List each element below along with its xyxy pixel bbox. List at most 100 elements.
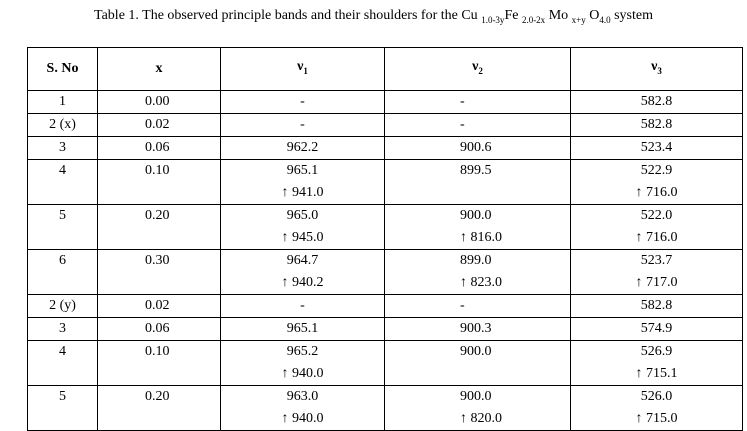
cell-line: ↑ 715.0	[635, 411, 678, 426]
cell-text: 0.02	[145, 117, 170, 132]
cell-text: -	[300, 94, 305, 109]
cell-line: ↑ 940.2	[281, 275, 324, 290]
table-cell: 0.06	[97, 136, 221, 160]
table-cell: 574.9	[570, 317, 743, 341]
table-row: 5 0.20 963.0 ↑ 940.0 900.0 ↑ 820.0 526.0 ↑ 715.…	[27, 385, 743, 431]
table-cell: 4	[27, 340, 98, 386]
table-cell: 962.2	[220, 136, 385, 160]
header-cell: ν3	[570, 47, 743, 91]
table-cell: 1	[27, 90, 98, 114]
cell-line: 522.9	[640, 163, 673, 178]
table-row: 3 0.06 962.2 900.6 523.4	[27, 136, 743, 160]
table-cell: 0.20	[97, 385, 221, 431]
table-cell: 900.0 ↑ 816.0	[384, 204, 571, 250]
cell-line: 899.0	[460, 253, 492, 268]
table-cell: -	[384, 294, 571, 318]
header-text: S. No	[46, 61, 79, 76]
table-cell: 0.02	[97, 294, 221, 318]
table-cell: 582.8	[570, 294, 743, 318]
cell-text: 2 (x)	[49, 117, 76, 132]
header-cell: ν2	[384, 47, 571, 91]
table-cell: 0.02	[97, 113, 221, 137]
cell-text: 4	[59, 163, 66, 178]
caption-part: Fe	[504, 8, 522, 23]
cell-text: -	[300, 298, 305, 313]
table-cell: 523.4	[570, 136, 743, 160]
caption-part: 1.0-3y	[481, 14, 505, 25]
cell-text: 4	[59, 344, 66, 359]
cell-text: 2 (y)	[49, 298, 76, 313]
table-cell: -	[384, 113, 571, 137]
table-cell: 2 (x)	[27, 113, 98, 137]
cell-text: -	[460, 298, 465, 313]
cell-line: ↑ 940.0	[281, 411, 324, 426]
cell-text: 0.30	[145, 253, 170, 268]
cell-line: ↑ 945.0	[281, 230, 324, 245]
cell-text: 0.20	[145, 208, 170, 223]
table-cell: 522.9 ↑ 716.0	[570, 159, 743, 205]
table-cell: 5	[27, 204, 98, 250]
cell-text: 0.20	[145, 389, 170, 404]
cell-line: ↑ 940.0	[281, 366, 324, 381]
table-cell: 0.10	[97, 159, 221, 205]
cell-text: 6	[59, 253, 66, 268]
table-row: 4 0.10 965.2 ↑ 940.0 900.0 526.9 ↑ 715.1	[27, 340, 743, 386]
table-cell: 965.1	[220, 317, 385, 341]
table-cell: 963.0 ↑ 940.0	[220, 385, 385, 431]
table-cell: 6	[27, 249, 98, 295]
cell-text: 582.8	[640, 94, 673, 109]
cell-line: 526.9	[640, 344, 673, 359]
header-cell: x	[97, 47, 221, 91]
cell-text: 962.2	[286, 140, 319, 155]
cell-text: 5	[59, 389, 66, 404]
table-row: 3 0.06 965.1 900.3 574.9	[27, 317, 743, 341]
cell-line: 963.0	[286, 389, 319, 404]
cell-text: -	[460, 94, 465, 109]
header-text: ν	[651, 59, 658, 75]
table-cell: 899.5	[384, 159, 571, 205]
table-row: 6 0.30 964.7 ↑ 940.2 899.0 ↑ 823.0 523.7 ↑ 717.…	[27, 249, 743, 295]
table-cell: 965.2 ↑ 940.0	[220, 340, 385, 386]
caption-part: 2.0-2x	[521, 14, 546, 25]
table-cell: 900.0	[384, 340, 571, 386]
table-cell: -	[220, 90, 385, 114]
cell-line: ↑ 716.0	[635, 185, 678, 200]
cell-text: 0.06	[145, 140, 170, 155]
caption-part: O	[585, 8, 600, 23]
cell-line: 964.7	[286, 253, 319, 268]
cell-text: 965.1	[286, 321, 319, 336]
header-cell: ν1	[220, 47, 385, 91]
table-caption: Table 1. The observed principle bands an…	[0, 8, 747, 25]
cell-text: 0.10	[145, 163, 170, 178]
cell-text: 582.8	[640, 117, 673, 132]
table-cell: 526.9 ↑ 715.1	[570, 340, 743, 386]
cell-text: 523.4	[640, 140, 673, 155]
table-cell: 965.0 ↑ 945.0	[220, 204, 385, 250]
table-row: 4 0.10 965.1 ↑ 941.0 899.5 522.9 ↑ 716.0	[27, 159, 743, 205]
caption-part: Mo	[545, 8, 572, 23]
table-cell: 965.1 ↑ 941.0	[220, 159, 385, 205]
cell-line: 965.0	[286, 208, 319, 223]
cell-text: 3	[59, 321, 66, 336]
table-cell: 4	[27, 159, 98, 205]
cell-text: 0.02	[145, 298, 170, 313]
cell-line: 523.7	[640, 253, 673, 268]
cell-text: 900.0	[460, 344, 492, 359]
cell-line: ↑ 823.0	[460, 275, 502, 290]
caption-part: system	[610, 8, 653, 23]
caption-part: Table 1. The observed principle bands an…	[94, 8, 482, 23]
caption-part: x+y	[571, 14, 586, 25]
header-text: 3	[657, 65, 662, 76]
table-cell: 0.06	[97, 317, 221, 341]
table-cell: 523.7 ↑ 717.0	[570, 249, 743, 295]
cell-line: 900.0	[460, 389, 492, 404]
cell-line: 900.0	[460, 208, 492, 223]
cell-text: 899.5	[460, 163, 492, 178]
cell-text: 0.06	[145, 321, 170, 336]
cell-line: ↑ 717.0	[635, 275, 678, 290]
cell-line: ↑ 716.0	[635, 230, 678, 245]
cell-text: 3	[59, 140, 66, 155]
data-table: S. No x ν1 ν2 ν3 1 0.00- -582.8 2 (x) 0.02- -582.…	[27, 47, 743, 431]
table-cell: -	[220, 113, 385, 137]
table-cell: 526.0 ↑ 715.0	[570, 385, 743, 431]
